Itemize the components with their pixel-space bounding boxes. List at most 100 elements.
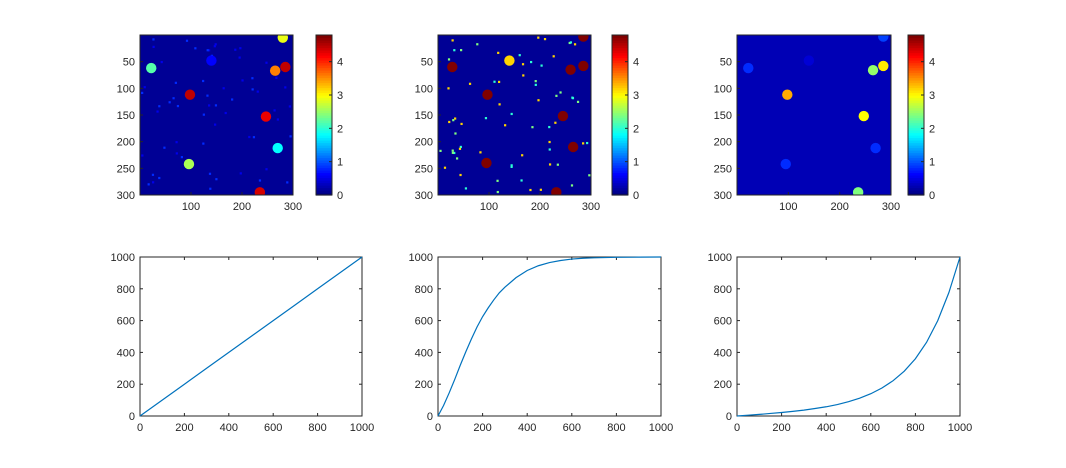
y-tick-label: 300 — [714, 190, 732, 202]
colorbar-segment — [316, 42, 332, 46]
colorbar-segment — [908, 72, 924, 76]
colorbar-segment — [316, 187, 332, 191]
colorbar-segment — [316, 92, 332, 96]
line-chart-bottom-left: 0 200 400 600 800 1000 0 200 400 600 800 1000 — [111, 252, 375, 434]
x-tick-label: 600 — [563, 422, 581, 434]
heatmap-noise-pixel — [539, 188, 542, 191]
y-tick-label: 200 — [415, 379, 433, 391]
heatmap-noise-pixel — [571, 96, 574, 99]
heatmap-noise-pixel — [543, 38, 547, 41]
colorbar-frame — [611, 34, 629, 196]
colorbar-segment — [612, 147, 628, 151]
heatmap-noise-pixel — [476, 43, 479, 46]
colorbar-segment — [612, 190, 628, 194]
colorbar-segment — [612, 55, 628, 59]
y-tick-label: 50 — [123, 57, 135, 69]
colorbar-segment — [908, 122, 924, 126]
x-tick-label: 600 — [862, 422, 880, 434]
y-tick-label: 100 — [714, 83, 732, 95]
colorbar-segment — [908, 40, 924, 44]
colorbar-segment — [908, 107, 924, 111]
heatmap-noise-pixel — [175, 141, 178, 144]
colorbar-segment — [316, 165, 332, 169]
colorbar-segment — [316, 147, 332, 151]
colorbar-segment — [908, 175, 924, 179]
heatmap-noise-pixel — [143, 86, 146, 89]
heatmap-noise-pixel — [222, 87, 225, 90]
colorbar-segment — [908, 137, 924, 141]
x-tick-label: 200 — [772, 422, 790, 434]
colorbar-segment — [316, 52, 332, 56]
colorbar-segment — [908, 192, 924, 196]
colorbar-segment — [316, 137, 332, 141]
heatmap-noise-pixel — [460, 122, 463, 126]
colorbar-segment — [316, 100, 332, 104]
heatmap-noise-pixel — [180, 156, 184, 159]
heatmap-noise-pixel — [141, 154, 144, 157]
x-tick-label: 1000 — [350, 422, 374, 434]
colorbar-segment — [612, 77, 628, 81]
colorbar-segment — [316, 120, 332, 124]
colorbar-segment — [316, 55, 332, 59]
heatmap-blob — [858, 110, 869, 122]
heatmap-blob — [780, 158, 791, 170]
colorbar-segment — [908, 167, 924, 171]
heatmap-blob — [565, 64, 576, 75]
colorbar-segment — [612, 157, 628, 161]
colorbar-segment — [612, 40, 628, 44]
y-tick-label: 800 — [415, 284, 433, 296]
colorbar-frame — [315, 34, 333, 196]
heatmap-noise-pixel — [540, 64, 543, 67]
heatmap-blob — [146, 62, 157, 74]
colorbar-segment — [908, 187, 924, 191]
colorbar-segment — [908, 65, 924, 69]
colorbar-segment — [316, 72, 332, 76]
heatmap-blobs — [743, 35, 889, 195]
colorbar-segment — [908, 125, 924, 129]
colorbar-segment — [316, 40, 332, 44]
heatmap-noise-pixel — [520, 179, 523, 182]
heatmap-blob — [260, 111, 272, 122]
heatmap-noise-pixel — [510, 112, 513, 116]
x-tick-label: 200 — [233, 201, 251, 213]
y-tick-label: 800 — [714, 284, 732, 296]
colorbar-segment — [316, 87, 332, 91]
colorbar-tick-label: 3 — [337, 90, 343, 102]
colorbar-segment — [908, 42, 924, 46]
heatmap-noise-pixel — [534, 83, 537, 86]
y-tick-label: 600 — [117, 316, 135, 328]
colorbar-segment — [612, 80, 628, 84]
heatmap-noise-pixel — [206, 49, 209, 52]
colorbar-segment — [316, 112, 332, 116]
heatmap-noise-pixel — [447, 87, 450, 90]
colorbar-segment — [908, 115, 924, 119]
heatmap-noise-pixel — [202, 79, 205, 83]
heatmap-noise-pixel — [453, 49, 456, 52]
heatmap-noise-pixel — [573, 43, 577, 46]
colorbar-segment — [612, 177, 628, 181]
colorbar-segment — [908, 155, 924, 159]
colorbar-segment — [908, 75, 924, 79]
colorbar-tick-label: 1 — [337, 157, 343, 169]
heatmap-blob — [183, 158, 195, 170]
colorbar-segment — [908, 127, 924, 131]
colorbar-segment — [612, 42, 628, 46]
heatmap-noise-pixel — [156, 110, 159, 113]
x-tick-label: 300 — [284, 201, 302, 213]
heatmap-noise-pixel — [202, 113, 205, 116]
colorbar-segment — [908, 105, 924, 109]
x-tick-label: 0 — [734, 422, 740, 434]
colorbar-segment — [612, 165, 628, 169]
heatmap-noise-pixel — [568, 41, 571, 45]
colorbar-segment — [612, 170, 628, 174]
colorbar-segment — [316, 130, 332, 134]
heatmap-noise-pixel — [454, 132, 457, 135]
colorbar-segment — [908, 160, 924, 164]
heatmap-noise-pixel — [175, 152, 178, 155]
colorbar-segment — [908, 190, 924, 194]
heatmap-noise-pixel — [586, 141, 589, 145]
x-tick-label: 300 — [582, 201, 600, 213]
colorbar-frame — [907, 34, 925, 196]
heatmap-noise-pixel — [214, 104, 218, 107]
